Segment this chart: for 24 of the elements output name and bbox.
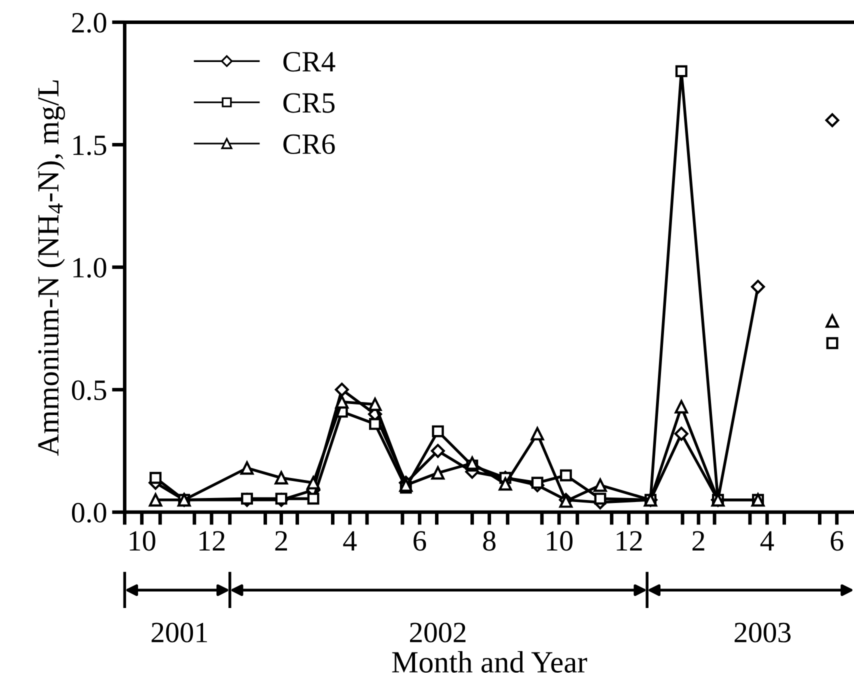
x-tick-label: 4 — [343, 531, 357, 550]
x2-tick-label: 2002 — [410, 622, 466, 642]
x-tick-label: 2 — [692, 531, 704, 550]
x-tick-label: 2 — [275, 531, 287, 550]
x-tick-label: 12 — [616, 531, 642, 550]
x-tick-label: 6 — [830, 531, 844, 551]
legend-label: CR4 — [283, 52, 336, 72]
x-tick-label: 8 — [483, 531, 496, 551]
x2-tick-label: 2001 — [152, 622, 207, 642]
y-tick-label: 2.0 — [72, 12, 106, 33]
x-tick-label: 6 — [414, 531, 426, 551]
legend-label: CR6 — [283, 134, 335, 154]
legend-label: CR5 — [283, 93, 335, 113]
x-axis-title: Month and Year — [392, 651, 588, 673]
x2-tick-label: 2003 — [734, 622, 791, 642]
y-tick-label: 0.5 — [72, 380, 106, 400]
x-tick-label: 12 — [200, 531, 225, 550]
x-tick-label: 10 — [547, 531, 573, 551]
x-tick-label: 10 — [130, 531, 156, 551]
y-tick-label: 1.0 — [73, 258, 106, 278]
x-tick-label: 4 — [760, 531, 774, 550]
y-axis-title: Ammonium-N (NH$_{4}$-N), mg/L — [37, 80, 65, 456]
y-tick-label: 0.0 — [72, 502, 106, 523]
y-tick-label: 1.5 — [73, 136, 106, 156]
